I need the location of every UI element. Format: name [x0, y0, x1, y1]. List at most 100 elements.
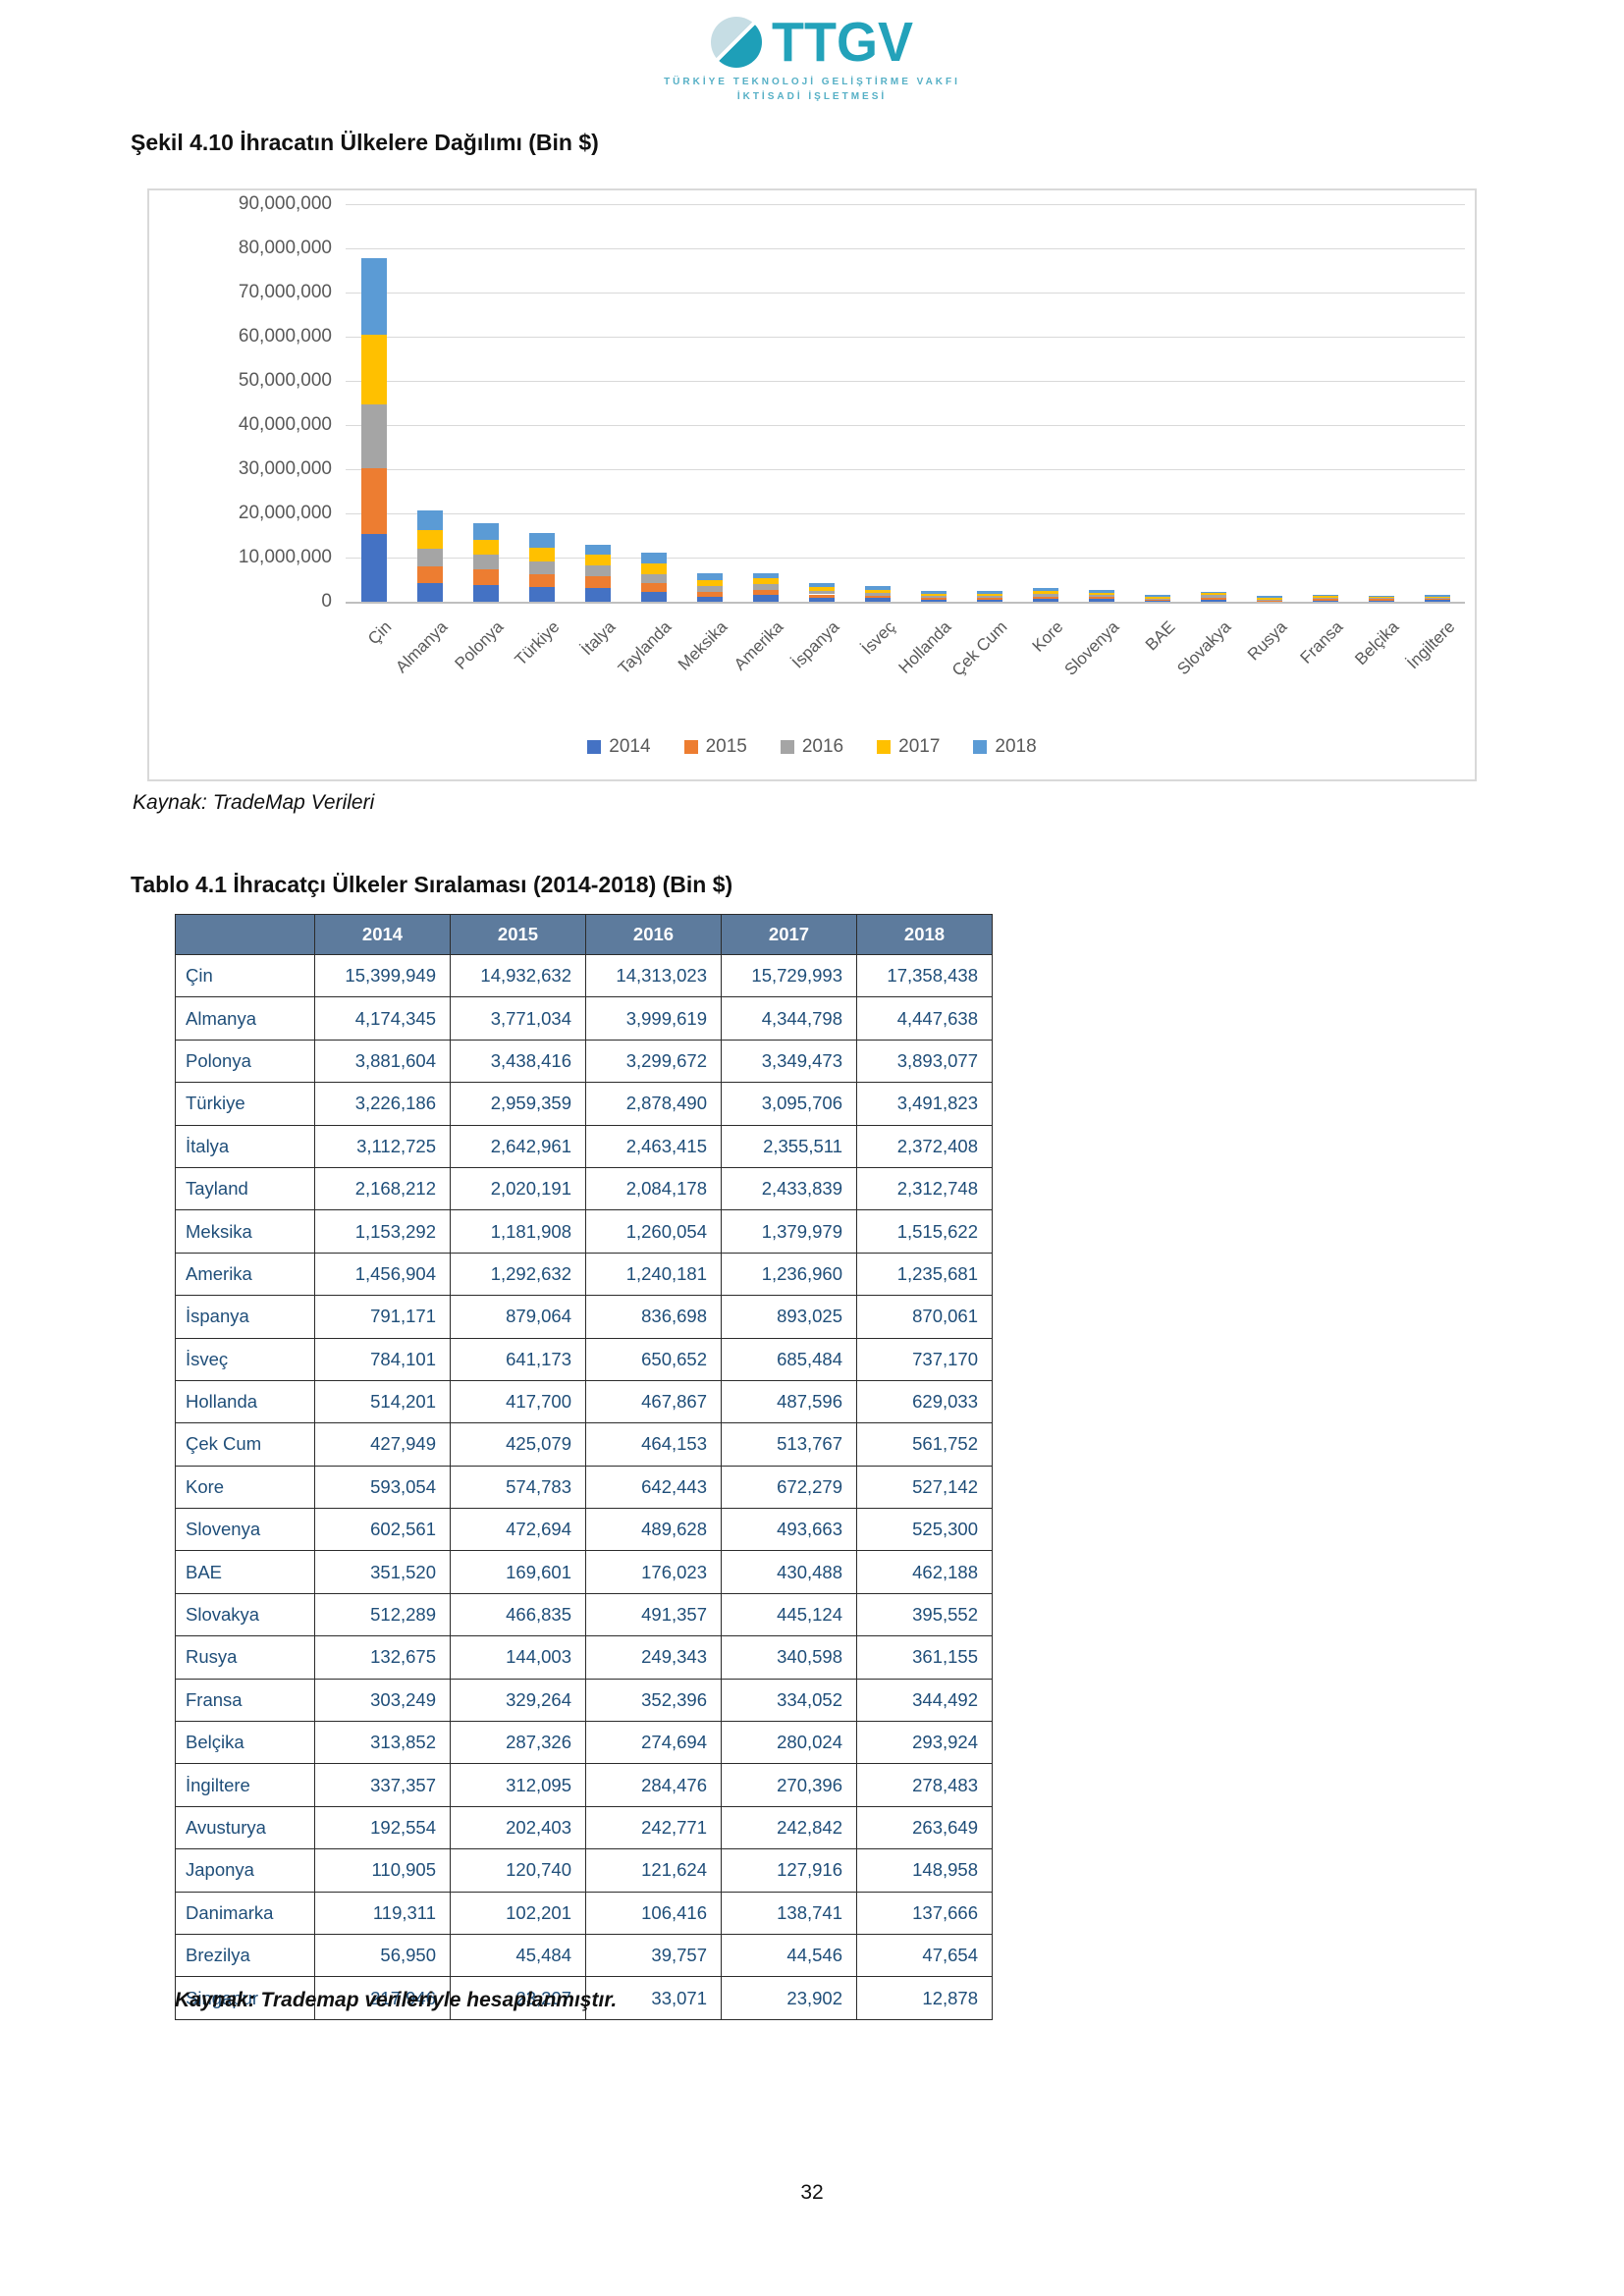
- table-row: Polonya 3,881,604 3,438,416 3,299,672 3,349,…: [175, 1039, 993, 1084]
- value-cell: 351,520: [314, 1550, 451, 1594]
- value-cell: 427,949: [314, 1422, 451, 1467]
- value-cell: 119,311: [314, 1891, 451, 1935]
- table-header: 2014 2015 2016 2017 2018: [175, 914, 993, 955]
- bar-segment-2016: [1200, 595, 1226, 598]
- value-cell: 17,358,438: [856, 953, 993, 998]
- header-cell-year: 2015: [450, 914, 586, 955]
- table-row: Belçika 313,852 287,326 274,694 280,024 293,9…: [175, 1721, 993, 1765]
- ttgv-logo: TTGV TÜRKİYE TEKNOLOJİ GELİŞTİRME VAKFI …: [0, 15, 1624, 104]
- table-row: Japonya 110,905 120,740 121,624 127,916 148,9…: [175, 1848, 993, 1893]
- legend-label: 2017: [898, 736, 941, 757]
- value-cell: 4,344,798: [721, 996, 857, 1041]
- gridline: [346, 469, 1465, 470]
- bar-segment-2016: [1256, 599, 1282, 601]
- header-cell-year: 2014: [314, 914, 451, 955]
- bar-segment-2016: [808, 590, 835, 595]
- value-cell: 15,729,993: [721, 953, 857, 998]
- value-cell: 15,399,949: [314, 953, 451, 998]
- bar-segment-2017: [528, 548, 555, 562]
- gridline: [346, 381, 1465, 382]
- value-cell: 14,313,023: [585, 953, 722, 998]
- value-cell: 144,003: [450, 1635, 586, 1680]
- value-cell: 334,052: [721, 1678, 857, 1723]
- value-cell: 12,878: [856, 1976, 993, 2020]
- bar-segment-2017: [1256, 598, 1282, 600]
- value-cell: 1,236,960: [721, 1252, 857, 1297]
- value-cell: 430,488: [721, 1550, 857, 1594]
- value-cell: 2,642,961: [450, 1124, 586, 1168]
- bar-segment-2018: [1424, 595, 1450, 597]
- bar-segment-2017: [864, 589, 891, 593]
- bar-segment-2016: [1424, 597, 1450, 600]
- legend-item-2017: 2017: [877, 736, 940, 758]
- bar-segment-2015: [1368, 599, 1394, 601]
- value-cell: 641,173: [450, 1337, 586, 1381]
- bar-segment-2017: [752, 578, 779, 585]
- bar-segment-2017: [1144, 596, 1170, 599]
- value-cell: 3,438,416: [450, 1039, 586, 1084]
- x-axis-label: İngiltere: [1402, 617, 1458, 673]
- x-axis-label: BAE: [1141, 617, 1178, 655]
- country-cell: Tayland: [175, 1166, 315, 1211]
- bar-segment-2014: [360, 533, 387, 602]
- value-cell: 3,349,473: [721, 1039, 857, 1084]
- bar-segment-2016: [1368, 598, 1394, 600]
- logo-subtitle-line2: İKTİSADİ İŞLETMESİ: [736, 91, 888, 102]
- bar-segment-2018: [752, 572, 779, 579]
- legend-label: 2018: [995, 736, 1037, 757]
- bar-segment-2014: [640, 592, 667, 602]
- value-cell: 513,767: [721, 1422, 857, 1467]
- bar-segment-2017: [360, 335, 387, 405]
- country-cell: Danimarka: [175, 1891, 315, 1935]
- bar-segment-2017: [1312, 596, 1338, 598]
- value-cell: 493,663: [721, 1508, 857, 1552]
- header-cell-blank: [175, 914, 315, 955]
- legend-label: 2015: [705, 736, 747, 757]
- value-cell: 44,546: [721, 1933, 857, 1978]
- table-row: Avusturya 192,554 202,403 242,771 242,842 263…: [175, 1805, 993, 1850]
- bar-segment-2014: [528, 587, 555, 602]
- value-cell: 2,463,415: [585, 1124, 722, 1168]
- x-axis-label: Hollanda: [894, 617, 954, 677]
- value-cell: 127,916: [721, 1848, 857, 1893]
- value-cell: 4,174,345: [314, 996, 451, 1041]
- value-cell: 593,054: [314, 1465, 451, 1510]
- bar-segment-2014: [696, 596, 723, 602]
- bar-segment-2015: [864, 595, 891, 599]
- value-cell: 14,932,632: [450, 953, 586, 998]
- bar-segment-2014: [1032, 599, 1058, 602]
- value-cell: 23,902: [721, 1976, 857, 2020]
- bar-segment-2014: [1424, 600, 1450, 602]
- legend-label: 2016: [801, 736, 844, 757]
- logo-subtitle-line1: TÜRKİYE TEKNOLOJİ GELİŞTİRME VAKFI: [664, 77, 960, 87]
- bar-segment-2017: [696, 579, 723, 586]
- table-row: Çin 15,399,949 14,932,632 14,313,023 15,729,…: [175, 953, 993, 998]
- country-cell: Meksika: [175, 1209, 315, 1254]
- x-axis-label: Meksika: [674, 617, 731, 674]
- bar-segment-2014: [1088, 599, 1114, 602]
- value-cell: 270,396: [721, 1763, 857, 1807]
- value-cell: 284,476: [585, 1763, 722, 1807]
- bar-segment-2016: [416, 549, 443, 567]
- country-cell: Kore: [175, 1465, 315, 1510]
- bar-segment-2016: [640, 573, 667, 584]
- value-cell: 312,095: [450, 1763, 586, 1807]
- y-axis-tick-label: 90,000,000: [238, 193, 332, 214]
- table-row: İspanya 791,171 879,064 836,698 893,025 870,0…: [175, 1295, 993, 1339]
- value-cell: 467,867: [585, 1379, 722, 1424]
- bar-segment-2015: [472, 569, 499, 585]
- value-cell: 102,201: [450, 1891, 586, 1935]
- table-row: Amerika 1,456,904 1,292,632 1,240,181 1,236,…: [175, 1252, 993, 1297]
- value-cell: 192,554: [314, 1805, 451, 1850]
- bar-segment-2018: [1200, 591, 1226, 594]
- value-cell: 1,260,054: [585, 1209, 722, 1254]
- table-row: Türkiye 3,226,186 2,959,359 2,878,490 3,095,…: [175, 1082, 993, 1126]
- table-row: Almanya 4,174,345 3,771,034 3,999,619 4,344,…: [175, 996, 993, 1041]
- country-cell: Polonya: [175, 1039, 315, 1084]
- table-row: Meksika 1,153,292 1,181,908 1,260,054 1,379,…: [175, 1209, 993, 1254]
- header-cell-year: 2018: [856, 914, 993, 955]
- value-cell: 836,698: [585, 1295, 722, 1339]
- bar-segment-2018: [1032, 588, 1058, 591]
- value-cell: 445,124: [721, 1592, 857, 1637]
- value-cell: 287,326: [450, 1721, 586, 1765]
